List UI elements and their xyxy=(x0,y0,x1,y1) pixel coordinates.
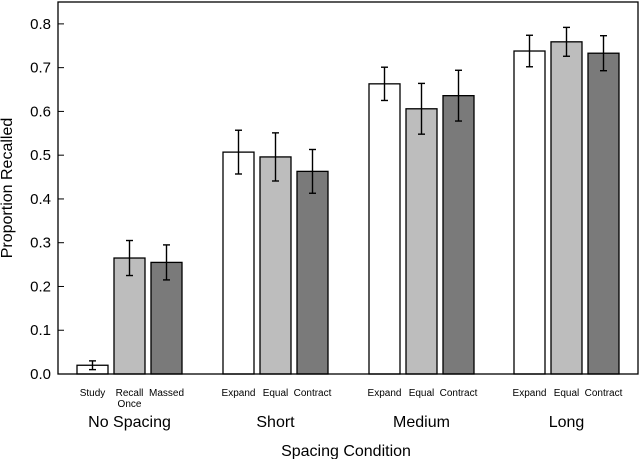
bar-category-label: Massed xyxy=(149,388,184,399)
y-axis-title: Proportion Recalled xyxy=(0,118,16,259)
bar-category-label: Equal xyxy=(554,388,580,399)
chart-marks: 0.0 0.1 0.2 0.3 0.4 0.5 0.6 0.7 0.8 Study RecallOn… xyxy=(30,16,622,431)
bar xyxy=(222,151,255,375)
plot-frame xyxy=(57,1,639,375)
y-tick-label: 0.2 xyxy=(30,278,51,295)
bar-category-label: Equal xyxy=(263,388,289,399)
group-label: No Spacing xyxy=(88,414,171,431)
group-label: Long xyxy=(549,414,585,431)
x-axis-title: Spacing Condition xyxy=(281,443,411,459)
y-tick-label: 0.3 xyxy=(30,235,51,252)
bar-category-label: Expand xyxy=(513,388,547,399)
bar-category-label: Equal xyxy=(409,388,435,399)
y-tick-label: 0.4 xyxy=(30,191,51,208)
group-label: Short xyxy=(256,414,295,431)
y-tick-label: 0.5 xyxy=(30,147,51,164)
bar xyxy=(550,41,583,375)
bar-category-label: Contract xyxy=(440,388,478,399)
bar xyxy=(259,156,292,375)
bar-category-label: Study xyxy=(80,388,106,399)
bar xyxy=(513,50,546,375)
y-tick-label: 0.1 xyxy=(30,322,51,339)
bar-category-label: Recall xyxy=(116,388,144,399)
bar xyxy=(405,108,438,375)
bar xyxy=(442,95,475,375)
bar-category-label: Contract xyxy=(585,388,623,399)
group-label: Medium xyxy=(393,414,450,431)
y-tick-label: 0.6 xyxy=(30,103,51,120)
bar-category-label: Once xyxy=(118,399,142,410)
bar xyxy=(368,83,401,375)
y-tick-label: 0.7 xyxy=(30,60,51,77)
y-tick-label: 0.8 xyxy=(30,16,51,33)
bar-category-label: Expand xyxy=(222,388,256,399)
bar-category-label: Contract xyxy=(294,388,332,399)
bar xyxy=(296,170,329,375)
y-tick-label: 0.0 xyxy=(30,366,51,383)
bar xyxy=(587,52,620,375)
bar-category-label: Expand xyxy=(368,388,402,399)
